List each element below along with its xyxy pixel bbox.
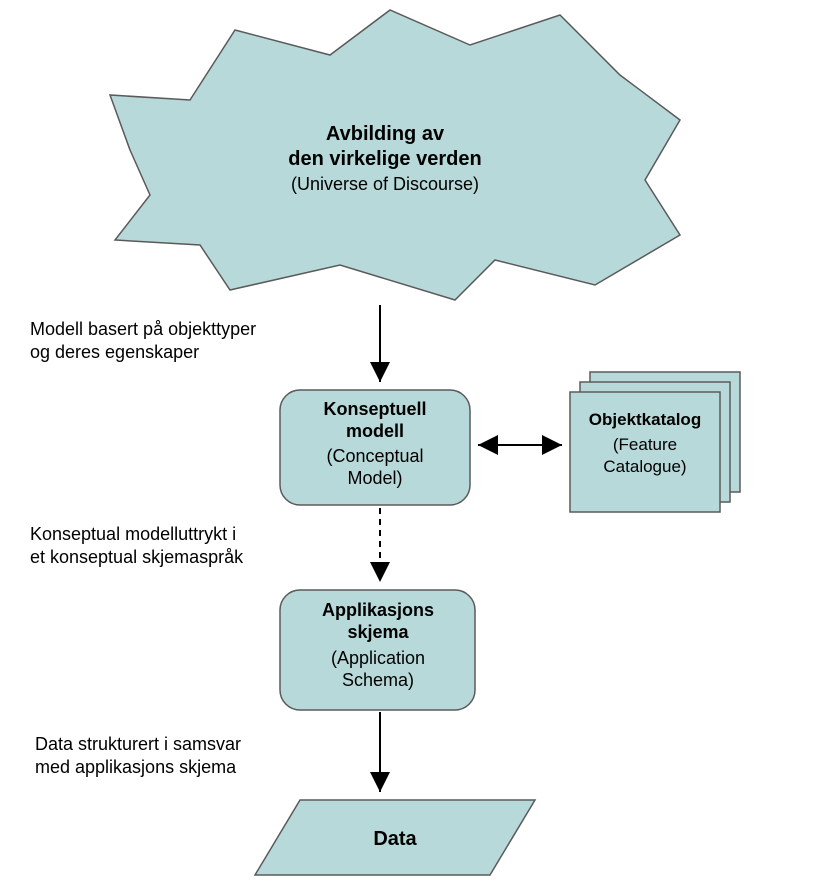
appschema-title-1: Applikasjons	[322, 600, 434, 620]
catalog-sub-2: Catalogue)	[603, 457, 686, 476]
cloud-title-2: den virkelige verden	[288, 148, 481, 170]
node-cloud: Avbilding av den virkelige verden (Unive…	[110, 10, 680, 300]
node-object-catalog: Objektkatalog (Feature Catalogue)	[570, 372, 740, 512]
annotation-3-line1: Data strukturert i samsvar	[35, 734, 241, 754]
diagram-canvas: Avbilding av den virkelige verden (Unive…	[0, 0, 815, 890]
appschema-title-2: skjema	[347, 622, 409, 642]
annotation-2-line2: et konseptual skjemaspråk	[30, 547, 244, 567]
annotation-1-line1: Modell basert på objekttyper	[30, 319, 256, 339]
conceptual-title-1: Konseptuell	[323, 399, 426, 419]
node-data: Data	[255, 800, 535, 875]
annotation-3-line2: med applikasjons skjema	[35, 757, 237, 777]
annotation-1-line2: og deres egenskaper	[30, 342, 199, 362]
appschema-sub-1: (Application	[331, 648, 425, 668]
annotation-1: Modell basert på objekttyper og deres eg…	[30, 319, 256, 362]
conceptual-title-2: modell	[346, 421, 404, 441]
conceptual-sub-1: (Conceptual	[326, 446, 423, 466]
conceptual-sub-2: Model)	[347, 468, 402, 488]
data-title: Data	[373, 828, 417, 850]
annotation-2: Konseptual modelluttrykt i et konseptual…	[30, 524, 244, 567]
annotation-3: Data strukturert i samsvar med applikasj…	[35, 734, 241, 777]
catalog-title: Objektkatalog	[589, 410, 701, 429]
catalog-sub-1: (Feature	[613, 435, 677, 454]
appschema-sub-2: Schema)	[342, 670, 414, 690]
cloud-title-1: Avbilding av	[326, 123, 445, 145]
node-application-schema: Applikasjons skjema (Application Schema)	[280, 590, 475, 710]
annotation-2-line1: Konseptual modelluttrykt i	[30, 524, 236, 544]
node-conceptual-model: Konseptuell modell (Conceptual Model)	[280, 390, 470, 505]
cloud-subtitle: (Universe of Discourse)	[291, 174, 479, 194]
